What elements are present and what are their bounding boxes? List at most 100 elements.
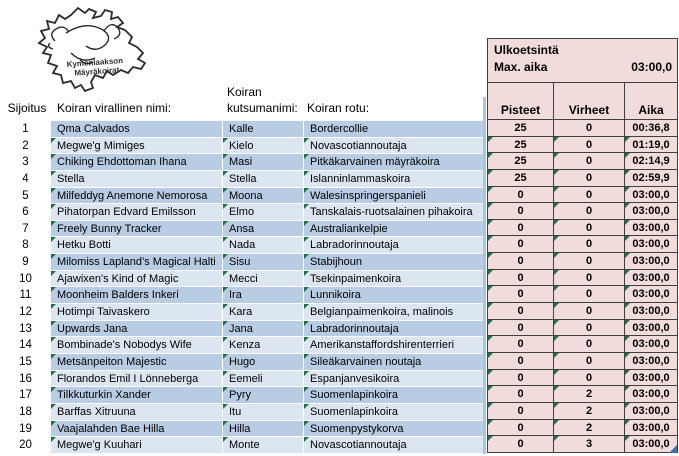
call-name-cell[interactable]: Stella — [222, 170, 303, 188]
points-cell[interactable]: 25 — [488, 136, 554, 154]
rank-cell[interactable]: 4 — [22, 172, 29, 185]
breed-cell[interactable]: Suomenlapinkoira — [303, 387, 483, 404]
time-cell[interactable]: 03:00,0 — [625, 319, 678, 337]
rank-cell[interactable]: 5 — [22, 189, 29, 202]
call-name-cell[interactable]: Monte — [222, 437, 303, 454]
time-cell[interactable]: 03:00,0 — [625, 419, 678, 437]
points-cell[interactable]: 0 — [488, 253, 554, 270]
faults-cell[interactable]: 0 — [554, 319, 625, 337]
breed-cell[interactable]: Belgianpaimenkoira, malinois — [303, 304, 483, 321]
call-name-cell[interactable]: Eemeli — [222, 370, 303, 388]
rank-cell[interactable]: 1 — [22, 123, 29, 135]
time-cell[interactable]: 03:00,0 — [625, 203, 678, 220]
call-name-cell[interactable]: Ansa — [222, 220, 303, 238]
breed-cell[interactable]: Novascotiannoutaja — [303, 437, 483, 454]
rank-cell[interactable]: 2 — [22, 139, 29, 152]
column-header-official-name[interactable]: Koiran virallinen nimi: — [57, 101, 172, 115]
time-cell[interactable]: 02:59,9 — [625, 169, 678, 187]
faults-cell[interactable]: 0 — [554, 236, 625, 254]
rank-cell[interactable]: 7 — [22, 222, 29, 235]
faults-cell[interactable]: 0 — [554, 120, 625, 137]
official-name-cell[interactable]: Chiking Ehdottoman Ihana — [51, 154, 222, 171]
points-cell[interactable]: 0 — [488, 236, 554, 254]
column-header-rank[interactable]: Sijoitus — [7, 101, 47, 115]
faults-cell[interactable]: 2 — [554, 419, 625, 437]
call-name-cell[interactable]: Moona — [222, 187, 303, 205]
official-name-cell[interactable]: Florandos Emil I Lönneberga — [51, 370, 222, 388]
faults-cell[interactable]: 0 — [554, 352, 625, 370]
rank-cell[interactable]: 19 — [19, 422, 32, 435]
time-cell[interactable]: 03:00,0 — [625, 269, 678, 287]
column-header-time[interactable]: Aika — [625, 83, 678, 120]
rank-cell[interactable]: 16 — [19, 372, 32, 385]
breed-cell[interactable]: Tanskalais-ruotsalainen pihakoira — [303, 204, 483, 221]
official-name-cell[interactable]: Moonheim Balders Inkeri — [51, 287, 222, 305]
call-name-cell[interactable]: Pyry — [222, 387, 303, 404]
points-cell[interactable]: 0 — [488, 286, 554, 304]
points-cell[interactable]: 0 — [488, 203, 554, 220]
call-name-cell[interactable]: Hugo — [222, 353, 303, 371]
faults-cell[interactable]: 0 — [554, 153, 625, 170]
official-name-cell[interactable]: Barffas Xitruuna — [51, 403, 222, 421]
rank-cell[interactable]: 13 — [19, 322, 32, 335]
rank-cell[interactable]: 10 — [19, 272, 32, 285]
call-name-cell[interactable]: Mecci — [222, 270, 303, 288]
breed-cell[interactable]: Australiankelpie — [303, 220, 483, 238]
time-cell[interactable]: 03:00,0 — [625, 369, 678, 387]
faults-cell[interactable]: 0 — [554, 203, 625, 220]
breed-cell[interactable]: Islanninlammaskoira — [303, 170, 483, 188]
breed-cell[interactable]: Stabijhoun — [303, 254, 483, 271]
rank-cell[interactable]: 8 — [22, 239, 29, 252]
search-type-cell[interactable]: Ulkoetsintä — [494, 43, 559, 57]
faults-cell[interactable]: 3 — [554, 436, 625, 453]
points-cell[interactable]: 25 — [488, 120, 554, 137]
time-cell[interactable]: 02:14,9 — [625, 153, 678, 170]
faults-cell[interactable]: 0 — [554, 253, 625, 270]
official-name-cell[interactable]: Upwards Jana — [51, 320, 222, 338]
faults-cell[interactable]: 0 — [554, 136, 625, 154]
max-time-label[interactable]: Max. aika — [494, 60, 548, 74]
time-cell[interactable]: 03:00,0 — [625, 186, 678, 204]
rank-cell[interactable]: 14 — [19, 339, 32, 352]
call-name-cell[interactable]: Kielo — [222, 137, 303, 155]
faults-cell[interactable]: 2 — [554, 402, 625, 420]
points-cell[interactable]: 0 — [488, 219, 554, 237]
points-cell[interactable]: 0 — [488, 319, 554, 337]
call-name-cell[interactable]: Jana — [222, 320, 303, 338]
rank-cell[interactable]: 12 — [19, 306, 32, 319]
column-header-call-name[interactable]: Koiran kutsumanimi: — [227, 84, 298, 116]
points-cell[interactable]: 0 — [488, 402, 554, 420]
official-name-cell[interactable]: Qma Calvados — [51, 121, 222, 138]
rank-cell[interactable]: 15 — [19, 355, 32, 368]
time-cell[interactable]: 03:00,0 — [625, 436, 678, 453]
breed-cell[interactable]: Lunnikoira — [303, 287, 483, 305]
column-header-points[interactable]: Pisteet — [488, 83, 554, 120]
rank-cell[interactable]: 18 — [19, 405, 32, 418]
official-name-cell[interactable]: Megwe'g Mimiges — [51, 137, 222, 155]
call-name-cell[interactable]: Masi — [222, 154, 303, 171]
points-cell[interactable]: 0 — [488, 269, 554, 287]
points-cell[interactable]: 25 — [488, 153, 554, 170]
official-name-cell[interactable]: Ajawixen's Kind of Magic — [51, 270, 222, 288]
fill-handle[interactable] — [669, 445, 677, 453]
rank-cell[interactable]: 11 — [19, 289, 32, 302]
rank-cell[interactable]: 9 — [22, 256, 29, 269]
time-cell[interactable]: 03:00,0 — [625, 336, 678, 353]
breed-cell[interactable]: Bordercollie — [303, 121, 483, 138]
call-name-cell[interactable]: Itu — [222, 403, 303, 421]
call-name-cell[interactable]: Hilla — [222, 420, 303, 438]
call-name-cell[interactable]: Ira — [222, 287, 303, 305]
points-cell[interactable]: 0 — [488, 186, 554, 204]
points-cell[interactable]: 0 — [488, 336, 554, 353]
faults-cell[interactable]: 0 — [554, 269, 625, 287]
time-cell[interactable]: 03:00,0 — [625, 286, 678, 304]
time-cell[interactable]: 03:00,0 — [625, 219, 678, 237]
breed-cell[interactable]: Sileäkarvainen noutaja — [303, 353, 483, 371]
time-cell[interactable]: 01:19,0 — [625, 136, 678, 154]
official-name-cell[interactable]: Milomiss Lapland’s Magical Halti — [51, 254, 222, 271]
time-cell[interactable]: 03:00,0 — [625, 402, 678, 420]
column-header-faults[interactable]: Virheet — [554, 83, 625, 120]
breed-cell[interactable]: Walesinspringerspanieli — [303, 187, 483, 205]
column-header-breed[interactable]: Koiran rotu: — [307, 101, 370, 115]
official-name-cell[interactable]: Stella — [51, 170, 222, 188]
